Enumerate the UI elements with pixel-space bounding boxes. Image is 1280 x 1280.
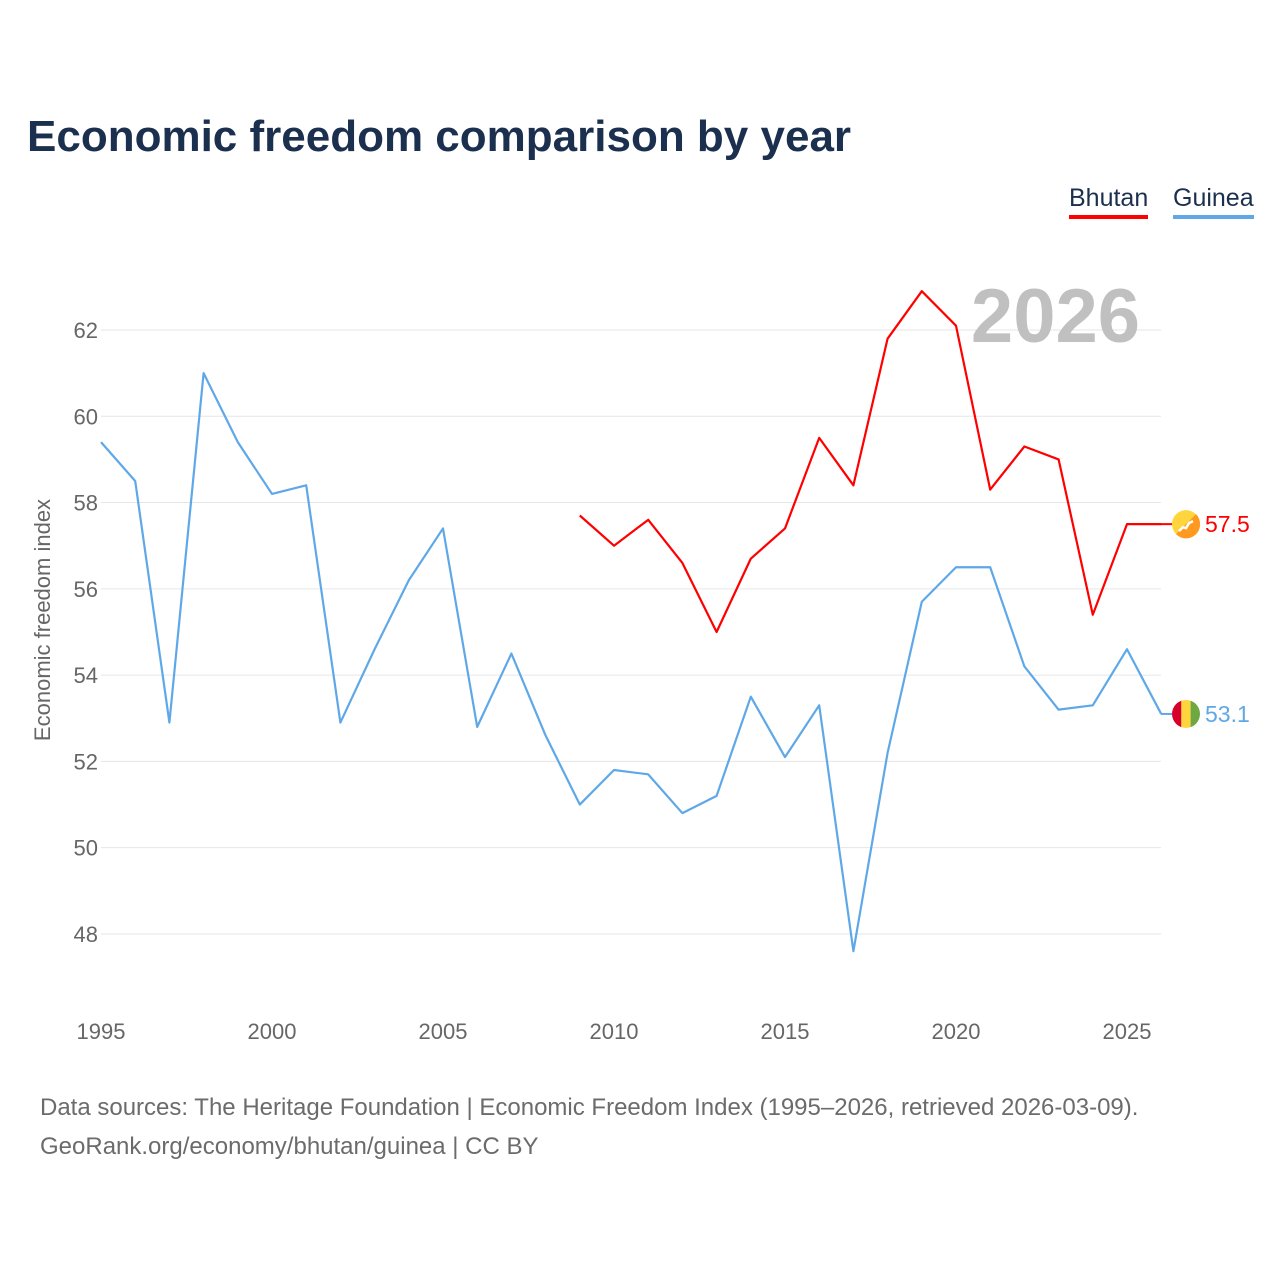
x-tick-label: 2010 <box>590 1019 639 1044</box>
y-axis-label: Economic freedom index <box>30 499 55 741</box>
chart-title: Economic freedom comparison by year <box>27 112 852 161</box>
legend-guinea[interactable]: Guinea <box>1173 184 1254 219</box>
guinea-flag-icon <box>1172 699 1182 728</box>
y-tick-label: 54 <box>74 663 98 688</box>
y-tick-label: 58 <box>74 491 98 516</box>
end-value-label-bhutan: 57.5 <box>1205 511 1250 537</box>
end-value-label-guinea: 53.1 <box>1205 701 1250 727</box>
series-line-guinea <box>100 372 1163 953</box>
x-tick-label: 2020 <box>932 1019 981 1044</box>
legend-bhutan[interactable]: Bhutan <box>1069 184 1149 219</box>
x-tick-label: 1995 <box>77 1019 126 1044</box>
guinea-flag-icon <box>1190 699 1200 728</box>
series-line-bhutan <box>579 290 1162 634</box>
y-tick-label: 56 <box>74 577 98 602</box>
bhutan-dragon <box>1178 520 1194 533</box>
y-tick-label: 50 <box>74 836 98 861</box>
y-tick-label: 48 <box>74 922 98 947</box>
y-tick-label: 60 <box>74 404 98 429</box>
x-tick-label: 2005 <box>419 1019 468 1044</box>
x-tick-label: 2015 <box>761 1019 810 1044</box>
year-watermark: 2026 <box>971 274 1140 359</box>
source-note: Data sources: The Heritage Foundation | … <box>40 1088 1138 1166</box>
y-tick-label: 62 <box>74 318 98 343</box>
guinea-flag-icon <box>1181 699 1191 728</box>
source-line-2: GeoRank.org/economy/bhutan/guinea | CC B… <box>40 1133 539 1160</box>
x-tick-label: 2000 <box>248 1019 297 1044</box>
y-tick-label: 52 <box>74 749 98 774</box>
source-line-1: Data sources: The Heritage Foundation | … <box>40 1094 1139 1121</box>
x-tick-label: 2025 <box>1103 1019 1152 1044</box>
